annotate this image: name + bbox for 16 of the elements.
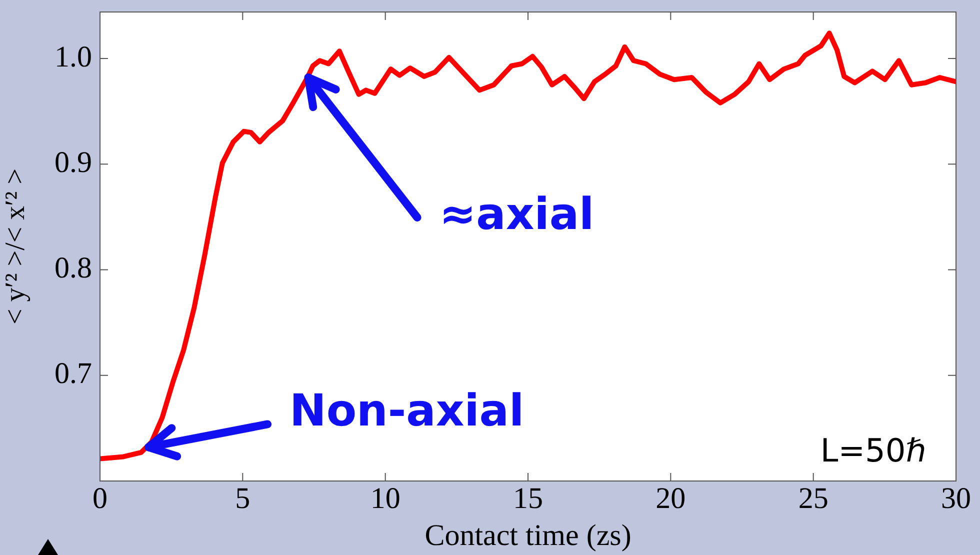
annotation: ≈axial: [439, 188, 594, 240]
y-tick-label: 0.7: [54, 357, 92, 390]
annotation: Non-axial: [290, 386, 524, 437]
x-tick-label: 5: [235, 482, 250, 515]
x-tick-label: 20: [656, 482, 686, 515]
y-tick-label: 1.0: [54, 40, 92, 74]
x-tick-label: 10: [370, 482, 400, 515]
annotation: L=50ℏ: [820, 431, 926, 470]
x-tick-label: 0: [92, 482, 108, 515]
y-tick-label: 0.9: [54, 146, 92, 179]
y-axis-title: < y′² >/< x′² >: [0, 168, 32, 324]
x-tick-label: 30: [941, 482, 971, 515]
y-tick-label: 0.8: [54, 252, 92, 285]
x-axis-title: Contact time (zs): [424, 518, 632, 552]
x-tick-label: 25: [798, 482, 828, 515]
x-tick-label: 15: [513, 482, 543, 515]
